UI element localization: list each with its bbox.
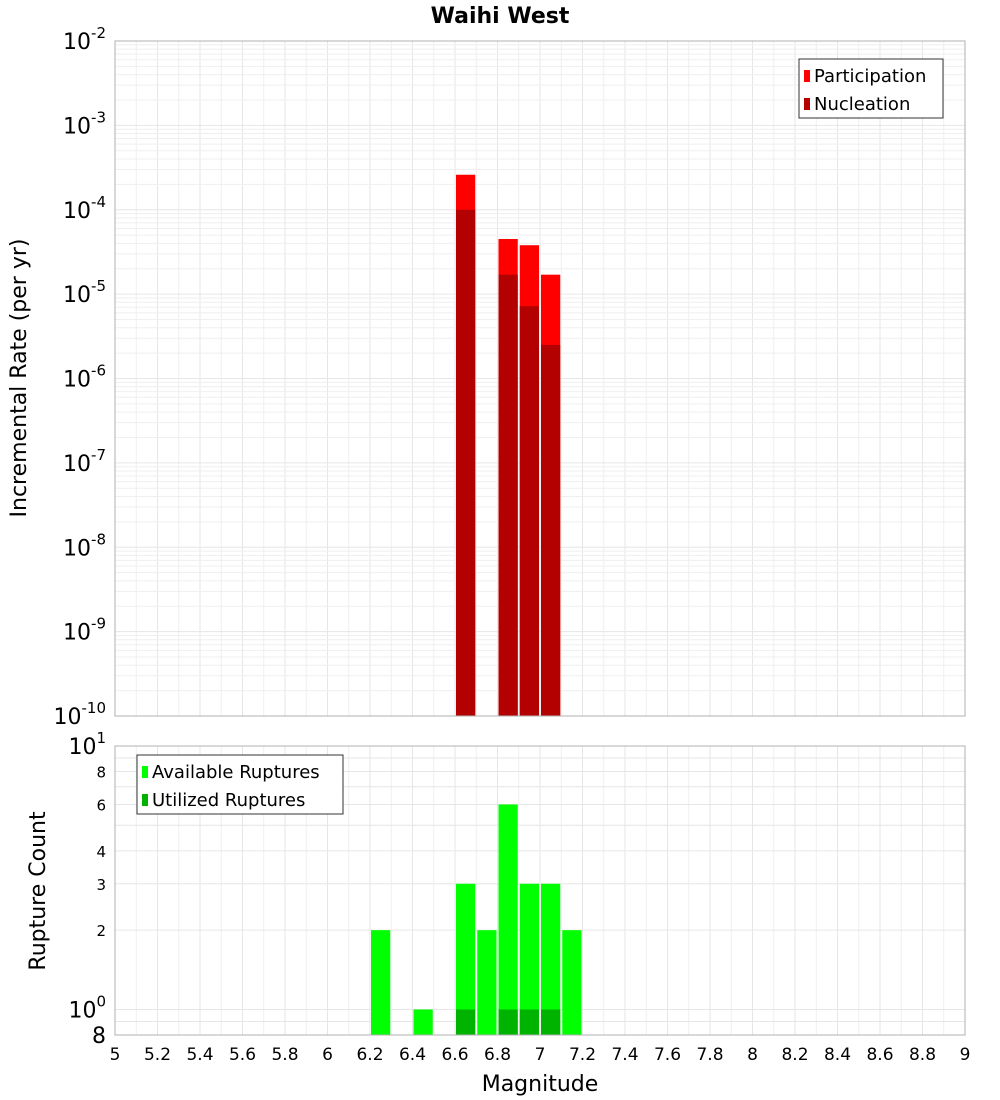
rate-y-tick-label: 10-10 — [54, 699, 107, 730]
x-tick-label: 8.6 — [866, 1045, 893, 1065]
rate-y-tick-label: 10-7 — [63, 446, 106, 477]
utilized-rupture-bar — [498, 1009, 518, 1035]
x-tick-label: 5.4 — [186, 1045, 213, 1065]
x-tick-label: 9 — [960, 1045, 971, 1065]
legend-label: Utilized Ruptures — [152, 790, 305, 811]
rate-y-tick-label: 10-3 — [63, 108, 106, 139]
available-rupture-bar — [519, 883, 539, 1035]
rate-plot-grid — [114, 40, 966, 717]
legend-box — [136, 754, 344, 815]
x-tick-label: 5.8 — [271, 1045, 298, 1065]
x-tick-label: 8.4 — [824, 1045, 851, 1065]
rate-y-ticks: 10-2 10-3 10-4 10-5 10-6 10-7 10-8 10-9 10-10 — [54, 24, 107, 730]
nucleation-bar — [498, 274, 518, 716]
chart-title: Waihi West — [431, 4, 570, 29]
x-tick-label: 5.2 — [144, 1045, 171, 1065]
legend-label: Available Ruptures — [152, 762, 320, 783]
legend-label: Nucleation — [814, 94, 910, 115]
count-y-tick-label: 101 — [68, 729, 106, 760]
available-rupture-bar — [371, 930, 391, 1035]
x-tick-label: 7.8 — [696, 1045, 723, 1065]
legend-swatch — [142, 766, 148, 778]
x-tick-label: 6.2 — [356, 1045, 383, 1065]
count-y-tick-label: 6 — [96, 796, 106, 814]
x-tick-label: 5.6 — [229, 1045, 256, 1065]
rate-plot-frame — [114, 40, 966, 717]
x-tick-label: 7.2 — [569, 1045, 596, 1065]
x-tick-label: 6 — [322, 1045, 333, 1065]
legend-swatch — [142, 794, 148, 806]
x-tick-label: 8 — [747, 1045, 758, 1065]
magnitude-x-ticks: 5 5.2 5.4 5.6 5.8 6 6.2 6.4 6.6 6.8 7 7.2 7.4 7.6 7.8 8… — [110, 1045, 971, 1065]
count-plot-bars — [371, 804, 582, 1035]
nucleation-bar — [519, 306, 539, 716]
x-tick-label: 7.4 — [611, 1045, 638, 1065]
rate-y-tick-label: 10-8 — [63, 530, 106, 561]
count-y-tick-label: 100 — [68, 992, 106, 1023]
x-axis-label: Magnitude — [482, 1072, 599, 1097]
legend-swatch — [804, 98, 810, 110]
count-y-tick-label: 3 — [96, 876, 106, 894]
x-tick-label: 6.4 — [399, 1045, 426, 1065]
legend-label: Participation — [814, 66, 926, 87]
rate-y-axis-label: Incremental Rate (per yr) — [7, 239, 32, 518]
legend-swatch — [804, 70, 810, 82]
count-legend: Available Ruptures Utilized Ruptures — [136, 754, 344, 815]
utilized-rupture-bar — [519, 1009, 539, 1035]
count-y-tick-label: 2 — [96, 922, 106, 940]
rate-y-tick-label: 10-6 — [63, 362, 106, 393]
x-tick-label: 7.6 — [654, 1045, 681, 1065]
count-y-tick-label: 4 — [96, 843, 106, 861]
legend-box — [798, 58, 944, 119]
x-tick-label: 7 — [535, 1045, 546, 1065]
count-plot-frame — [114, 745, 966, 1036]
x-tick-label: 6.8 — [484, 1045, 511, 1065]
rate-y-tick-label: 10-9 — [63, 615, 106, 646]
available-rupture-bar — [456, 883, 476, 1035]
available-rupture-bar — [562, 930, 582, 1035]
nucleation-bar — [541, 344, 561, 716]
rate-y-tick-label: 10-2 — [63, 24, 106, 55]
available-rupture-bar — [477, 930, 497, 1035]
utilized-rupture-bar — [456, 1009, 476, 1035]
x-tick-label: 8.2 — [781, 1045, 808, 1065]
count-y-axis-label: Rupture Count — [26, 811, 51, 971]
x-tick-label: 5 — [110, 1045, 121, 1065]
rate-y-tick-label: 10-4 — [63, 193, 106, 224]
nucleation-bar — [456, 209, 476, 716]
rate-legend: Participation Nucleation — [798, 58, 944, 119]
x-tick-label: 6.6 — [441, 1045, 468, 1065]
rate-y-tick-label: 10-5 — [63, 277, 106, 308]
count-y-tick-label: 8 — [92, 1024, 106, 1049]
x-tick-label: 8.8 — [909, 1045, 936, 1065]
available-rupture-bar — [498, 804, 518, 1035]
rate-plot-bars — [456, 174, 561, 717]
available-rupture-bar — [541, 883, 561, 1035]
available-rupture-bar — [413, 1009, 433, 1035]
count-y-tick-label: 8 — [96, 764, 106, 782]
utilized-rupture-bar — [541, 1009, 561, 1035]
